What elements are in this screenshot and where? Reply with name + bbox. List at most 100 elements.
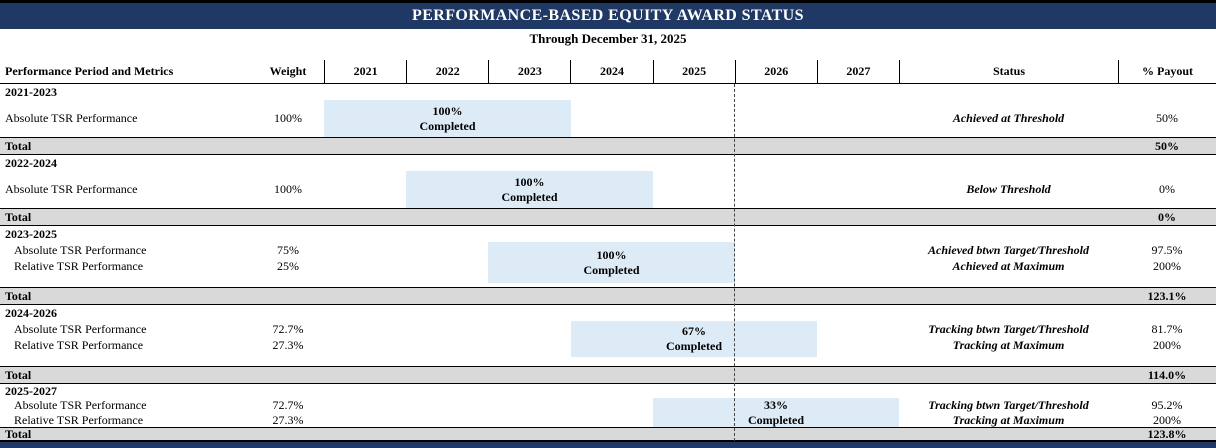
metric-name: Relative TSR Performance — [14, 337, 144, 352]
metric-name: Absolute TSR Performance — [14, 398, 147, 412]
group-header-row: 2025-2027 — [0, 384, 1216, 398]
total-payout: 50% — [1155, 138, 1179, 153]
total-row: Total 123.8% — [0, 427, 1216, 441]
metric-row: Relative TSR Performance 27.3% Tracking … — [0, 337, 1216, 353]
group-header-row: 2024-2026 — [0, 305, 1216, 321]
timeline-area — [324, 428, 899, 440]
group-header-row: 2023-2025 — [0, 226, 1216, 242]
metric-payout: 97.5% — [1151, 242, 1183, 257]
metric-weight: 25% — [277, 258, 299, 273]
metric-payout: 200% — [1153, 258, 1181, 273]
metric-name: Absolute TSR Performance — [14, 242, 147, 257]
metric-status: Achieved at Threshold — [952, 111, 1065, 125]
metric-payout: 0% — [1159, 182, 1175, 196]
col-header-payout: % Payout — [1118, 60, 1216, 83]
metric-name: Absolute TSR Performance — [14, 321, 147, 336]
col-header-year: 2023 — [488, 60, 570, 83]
timeline-area — [324, 209, 899, 225]
metric-status: Tracking btwn Target/Threshold — [928, 398, 1089, 412]
metric-name: Absolute TSR Performance — [5, 111, 138, 125]
col-header-years: 2021 2022 2023 2024 2025 2026 2027 — [324, 60, 899, 83]
group-period: 2023-2025 — [5, 226, 57, 241]
bar-label: Completed — [748, 412, 804, 427]
metric-status: Below Threshold — [966, 182, 1051, 196]
progress-bar-2021-2023: 100% Completed — [324, 100, 571, 137]
bottom-bar — [0, 441, 1216, 448]
total-row: Total 0% — [0, 208, 1216, 226]
bar-label: Completed — [583, 262, 640, 277]
timeline-area — [324, 413, 899, 427]
metric-status: Tracking at Maximum — [952, 412, 1065, 427]
total-row: Total 114.0% — [0, 366, 1216, 384]
total-payout: 123.8% — [1147, 426, 1187, 441]
metric-row: Relative TSR Performance 25% Achieved at… — [0, 258, 1216, 274]
progress-bar-2024-2026: 67% Completed — [571, 321, 817, 357]
metric-name: Relative TSR Performance — [14, 258, 144, 273]
total-payout: 123.1% — [1147, 288, 1187, 303]
col-header-status: Status — [899, 60, 1118, 83]
title-bar: PERFORMANCE-BASED EQUITY AWARD STATUS — [0, 0, 1216, 29]
group-period: 2022-2024 — [5, 155, 57, 170]
total-label: Total — [5, 209, 32, 224]
total-row: Total 50% — [0, 137, 1216, 155]
bar-label: Completed — [419, 118, 476, 133]
bar-percent: 100% — [596, 247, 627, 262]
metric-name: Absolute TSR Performance — [5, 182, 138, 196]
group-period: 2024-2026 — [5, 305, 57, 320]
total-row: Total 123.1% — [0, 287, 1216, 305]
timeline-area — [324, 138, 899, 154]
total-label: Total — [5, 288, 32, 303]
col-header-year: 2022 — [406, 60, 488, 83]
total-payout: 114.0% — [1147, 367, 1187, 382]
col-header-year: 2025 — [652, 60, 735, 83]
metric-name: Relative TSR Performance — [14, 412, 144, 427]
group-period: 2021-2023 — [5, 84, 57, 99]
timeline-area — [324, 321, 899, 337]
metric-row: Absolute TSR Performance 75% Achieved bt… — [0, 242, 1216, 258]
metric-payout: 50% — [1156, 111, 1178, 125]
col-header-year: 2024 — [570, 60, 652, 83]
timeline-area — [324, 337, 899, 353]
metric-weight: 27.3% — [272, 412, 304, 427]
col-header-year: 2026 — [734, 60, 817, 83]
metric-weight: 72.7% — [272, 321, 304, 336]
metric-row: Absolute TSR Performance 72.7% Tracking … — [0, 321, 1216, 337]
progress-bar-2022-2024: 100% Completed — [406, 171, 653, 208]
metric-status: Achieved at Maximum — [952, 258, 1065, 273]
col-header-weight: Weight — [269, 64, 307, 78]
metric-weight: 100% — [274, 111, 302, 125]
metric-row: Absolute TSR Performance 72.7% Tracking … — [0, 398, 1216, 413]
total-payout: 0% — [1158, 209, 1176, 224]
total-label: Total — [5, 138, 32, 153]
bar-label: Completed — [666, 339, 722, 353]
group-header-row: 2022-2024 — [0, 155, 1216, 171]
metric-row: Absolute TSR Performance 100% Below Thre… — [0, 171, 1216, 208]
metric-payout: 95.2% — [1151, 398, 1183, 412]
bar-label: Completed — [501, 189, 558, 204]
table-header-row: Performance Period and Metrics Weight 20… — [0, 60, 1216, 84]
timeline-area — [324, 258, 899, 274]
metric-status: Tracking btwn Target/Threshold — [928, 321, 1089, 336]
bar-percent: 33% — [764, 397, 788, 412]
metric-weight: 72.7% — [272, 398, 304, 412]
progress-bar-2025-2027: 33% Completed — [653, 398, 899, 427]
metric-payout: 200% — [1153, 412, 1181, 427]
page-subtitle: Through December 31, 2025 — [529, 31, 687, 46]
timeline-area — [324, 100, 899, 137]
metric-weight: 100% — [274, 182, 302, 196]
group-header-row: 2021-2023 — [0, 84, 1216, 100]
metric-payout: 200% — [1153, 337, 1181, 352]
timeline-area — [324, 171, 899, 208]
bar-percent: 100% — [432, 103, 463, 118]
total-label: Total — [5, 367, 32, 382]
metric-status: Achieved btwn Target/Threshold — [928, 242, 1089, 257]
timeline-area — [324, 367, 899, 383]
page-title: PERFORMANCE-BASED EQUITY AWARD STATUS — [412, 7, 804, 24]
bar-percent: 100% — [514, 174, 545, 189]
timeline-area — [324, 242, 899, 258]
metric-weight: 75% — [277, 242, 299, 257]
col-header-year: 2027 — [816, 60, 899, 83]
col-header-year: 2021 — [324, 60, 406, 83]
timeline-area — [324, 288, 899, 304]
progress-bar-2023-2025: 100% Completed — [488, 242, 735, 283]
